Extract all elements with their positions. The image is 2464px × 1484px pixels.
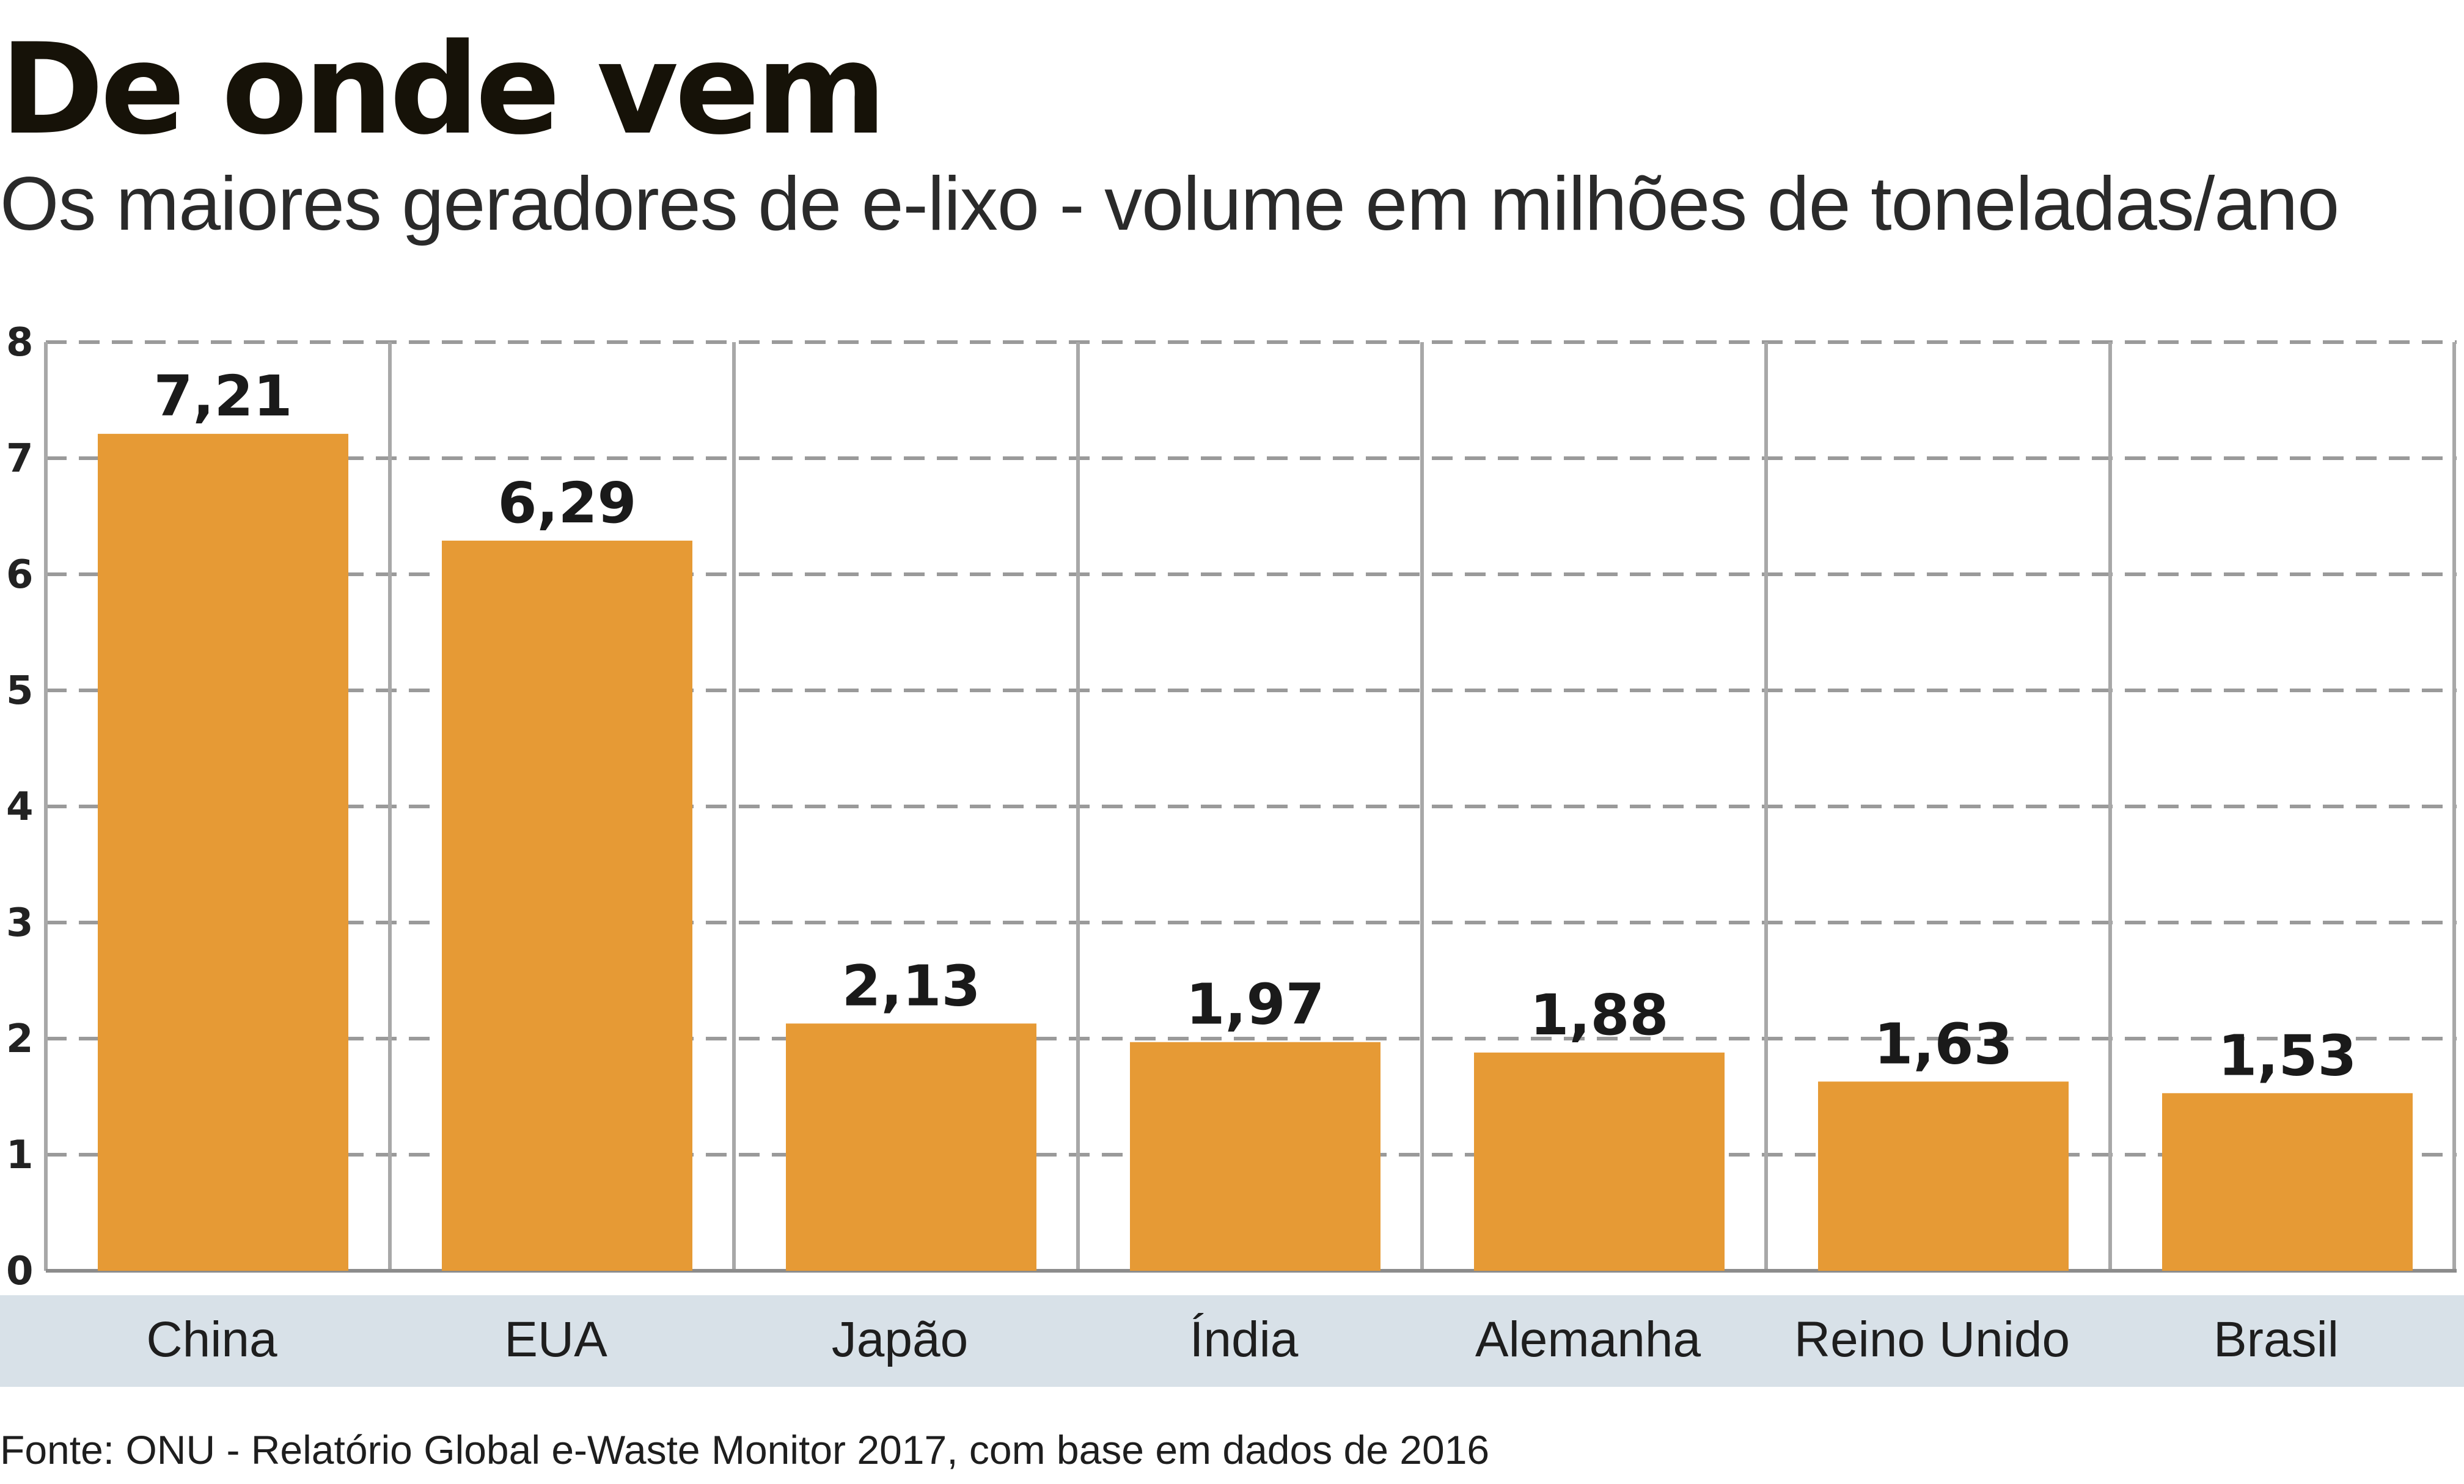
y-tick-label: 4: [6, 784, 34, 830]
value-label: 2,13: [842, 953, 981, 1018]
bar-Brasil: [2162, 1093, 2413, 1271]
category-label: Japão: [832, 1312, 968, 1367]
y-tick-label: 2: [6, 1017, 34, 1062]
category-label: EUA: [504, 1312, 607, 1367]
y-tick-label: 5: [6, 668, 34, 714]
bar-Reino Unido: [1818, 1081, 2069, 1271]
value-label: 1,63: [1874, 1011, 2013, 1076]
chart-subtitle: Os maiores geradores de e-lixo - volume …: [0, 162, 2339, 246]
category-label: Reino Unido: [1794, 1312, 2070, 1367]
value-label: 1,88: [1530, 982, 1669, 1048]
y-tick-label: 7: [6, 436, 34, 481]
value-label: 6,29: [498, 470, 637, 536]
category-label: Índia: [1190, 1312, 1299, 1367]
y-tick-label: 0: [6, 1249, 34, 1294]
y-tick-label: 6: [6, 552, 34, 598]
y-tick-label: 8: [6, 320, 34, 365]
y-tick-label: 3: [6, 901, 34, 946]
value-label: 1,97: [1186, 972, 1325, 1037]
bar-China: [98, 434, 348, 1271]
bar-Índia: [1130, 1042, 1380, 1271]
bar-EUA: [442, 540, 692, 1271]
value-label: 1,53: [2218, 1023, 2357, 1088]
category-label: Brasil: [2213, 1312, 2339, 1367]
category-label: Alemanha: [1475, 1312, 1701, 1367]
category-band: [0, 1295, 2464, 1387]
bar-Japão: [786, 1023, 1036, 1271]
value-label: 7,21: [154, 364, 293, 429]
bar-Alemanha: [1474, 1052, 1725, 1271]
source-note: Fonte: ONU - Relatório Global e-Waste Mo…: [0, 1427, 1490, 1472]
chart-title: De onde vem: [0, 17, 887, 163]
category-label: China: [146, 1312, 277, 1367]
y-tick-label: 1: [6, 1133, 34, 1178]
